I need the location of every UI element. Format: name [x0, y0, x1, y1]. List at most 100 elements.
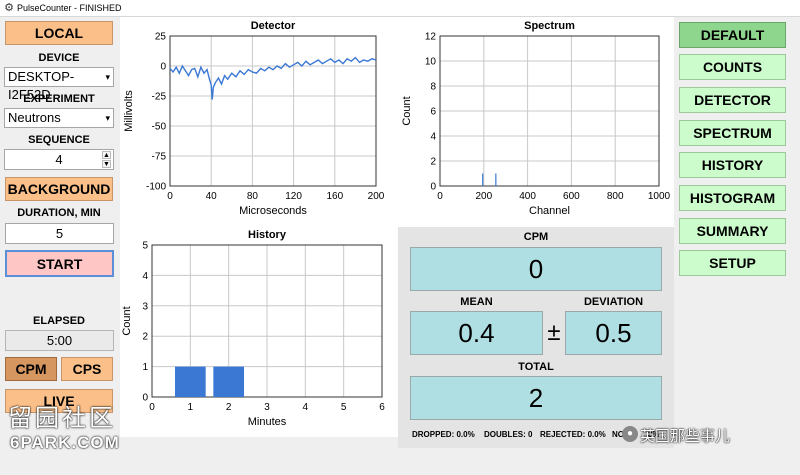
experiment-label: EXPERIMENT: [23, 93, 95, 105]
chart-title: Spectrum: [524, 20, 575, 32]
x-tick-label: 80: [247, 191, 259, 202]
live-button[interactable]: LIVE: [5, 389, 113, 413]
spectrum-panel: Spectrum 0 200 400 600 800 1000 12 10 8 6 4 2 0 Channe…: [398, 17, 674, 227]
y-tick-label: 4: [142, 271, 148, 282]
y-axis-label: Millivolts: [123, 90, 135, 132]
x-tick-label: 6: [379, 402, 385, 413]
y-tick-label: 0: [160, 62, 166, 73]
experiment-value: Neutrons: [8, 110, 61, 125]
nav-detector-button[interactable]: DETECTOR: [679, 87, 786, 113]
history-panel: History 0 1 2 3 4 5 6 5 4 3 2 1 0 Minutes Count: [120, 227, 398, 437]
x-tick-label: 160: [326, 191, 343, 202]
doubles-stat: DOUBLES: 0: [484, 430, 533, 439]
y-axis-label: Count: [401, 96, 413, 125]
cpm-button[interactable]: CPM: [5, 357, 57, 381]
y-tick-label: -100: [146, 182, 166, 193]
x-tick-label: 0: [437, 191, 443, 202]
history-chart: History 0 1 2 3 4 5 6 5 4 3 2 1 0 Minutes Count: [121, 229, 385, 428]
y-tick-label: 2: [430, 157, 436, 168]
local-button[interactable]: LOCAL: [5, 21, 113, 45]
y-tick-label: -50: [152, 122, 167, 133]
window-title: PulseCounter - FINISHED: [17, 3, 122, 13]
nav-counts-button[interactable]: COUNTS: [679, 54, 786, 80]
start-button[interactable]: START: [5, 250, 114, 277]
y-tick-label: 12: [425, 32, 437, 43]
nav-history-button[interactable]: HISTORY: [679, 152, 786, 178]
x-tick-label: 200: [475, 191, 492, 202]
duration-field[interactable]: 5: [5, 223, 114, 244]
sequence-label: SEQUENCE: [28, 134, 90, 146]
detector-chart: Detector 0 40 80 120 160 200 25 0 -25 -50 -75 -100 Mi…: [123, 20, 385, 217]
y-tick-label: 10: [425, 57, 437, 68]
nav-summary-button[interactable]: SUMMARY: [679, 218, 786, 244]
y-tick-label: 25: [155, 32, 167, 43]
nav-setup-button[interactable]: SETUP: [679, 250, 786, 276]
sequence-stepper[interactable]: 4 ▲ ▼: [4, 149, 114, 170]
nav-spectrum-button[interactable]: SPECTRUM: [679, 120, 786, 146]
experiment-select[interactable]: Neutrons ▾: [4, 108, 114, 128]
sequence-value: 4: [55, 152, 63, 167]
y-tick-label: 5: [142, 241, 148, 252]
increment-icon[interactable]: ▲: [102, 151, 111, 159]
x-tick-label: 1: [188, 402, 194, 413]
x-tick-label: 5: [341, 402, 347, 413]
background-button[interactable]: BACKGROUND: [5, 177, 113, 201]
x-tick-label: 3: [264, 402, 270, 413]
x-tick-label: 2: [226, 402, 232, 413]
plus-minus-symbol: ±: [547, 319, 561, 346]
x-tick-label: 1000: [648, 191, 671, 202]
chart-title: History: [248, 229, 287, 241]
x-tick-label: 200: [368, 191, 385, 202]
y-tick-label: 6: [430, 107, 436, 118]
y-axis-label: Count: [121, 306, 133, 335]
device-label: DEVICE: [38, 52, 80, 64]
app-icon: ⚙: [4, 2, 14, 14]
duration-label: DURATION, MIN: [17, 207, 101, 219]
x-tick-label: 0: [149, 402, 155, 413]
y-tick-label: 0: [142, 393, 148, 404]
nav-default-button[interactable]: DEFAULT: [679, 22, 786, 48]
total-label: TOTAL: [518, 361, 554, 373]
watermark-logo: 留园社区: [8, 404, 116, 432]
device-value: DESKTOP-I2F52D: [8, 69, 75, 102]
total-readout: 2: [410, 376, 662, 420]
x-tick-label: 40: [206, 191, 218, 202]
history-bar: [175, 366, 206, 397]
cpm-stat-label: CPM: [523, 231, 549, 243]
no-stat-value: 0%: [648, 430, 660, 439]
dropped-stat: DROPPED: 0.0%: [412, 430, 475, 439]
y-tick-label: -25: [152, 92, 167, 103]
x-tick-label: 600: [563, 191, 580, 202]
x-tick-label: 120: [285, 191, 302, 202]
nav-histogram-button[interactable]: HISTOGRAM: [679, 185, 786, 211]
y-tick-label: 8: [430, 82, 436, 93]
watermark-domain: 6PARK.COM: [10, 433, 120, 452]
y-tick-label: 0: [430, 182, 436, 193]
y-tick-label: 4: [430, 132, 436, 143]
x-axis-label: Channel: [529, 205, 570, 217]
deviation-readout: 0.5: [565, 311, 662, 355]
rejected-stat: REJECTED: 0.0%: [540, 430, 606, 439]
decrement-icon[interactable]: ▼: [102, 160, 111, 168]
wechat-icon: ●: [622, 426, 638, 442]
cpm-readout: 0: [410, 247, 662, 291]
x-tick-label: 0: [167, 191, 173, 202]
x-tick-label: 4: [303, 402, 309, 413]
plot-frame: [151, 244, 383, 398]
x-axis-label: Microseconds: [239, 205, 307, 217]
spectrum-chart: Spectrum 0 200 400 600 800 1000 12 10 8 6 4 2 0 Channe…: [401, 20, 671, 217]
deviation-label: DEVIATION: [583, 296, 644, 308]
title-bar: ⚙ PulseCounter - FINISHED: [0, 0, 800, 17]
elapsed-value: 5:00: [5, 330, 114, 351]
detector-panel: Detector 0 40 80 120 160 200 25 0 -25 -50 -75 -100 Mi…: [120, 17, 398, 227]
watermark-account: 英国那些事儿: [640, 427, 731, 445]
x-axis-label: Minutes: [248, 416, 287, 428]
device-select[interactable]: DESKTOP-I2F52D ▾: [4, 67, 114, 102]
y-tick-label: -75: [152, 152, 167, 163]
plot-frame: [439, 35, 660, 187]
chevron-down-icon: ▾: [105, 113, 110, 123]
y-tick-label: 3: [142, 301, 148, 312]
mean-readout: 0.4: [410, 311, 543, 355]
x-tick-label: 800: [607, 191, 624, 202]
cps-button[interactable]: CPS: [61, 357, 113, 381]
